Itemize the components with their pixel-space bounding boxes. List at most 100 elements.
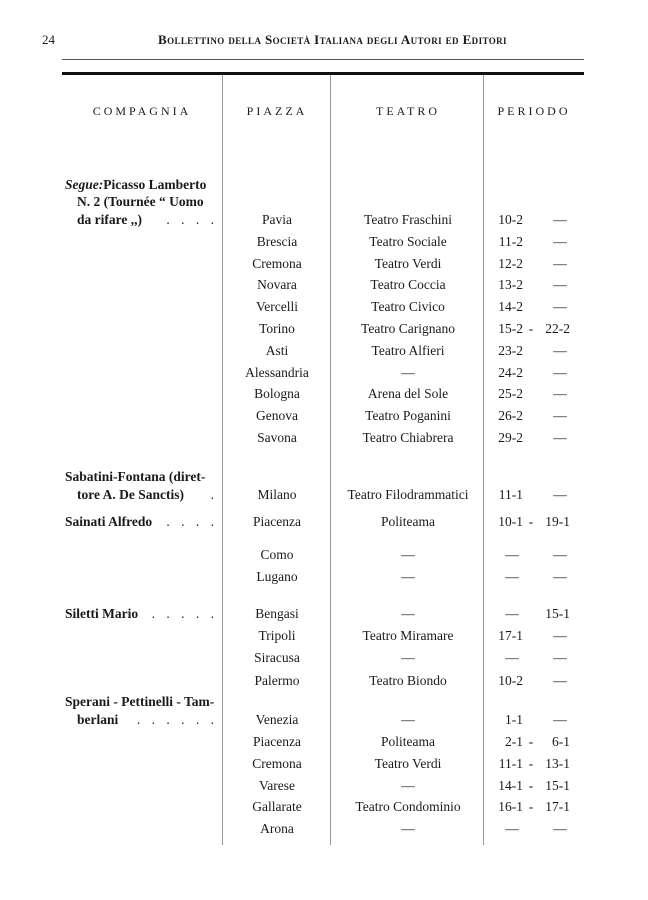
period-start: —	[505, 650, 519, 665]
teatro-cell: —	[401, 650, 415, 665]
period-start: 14-1	[498, 778, 523, 793]
period-start: 10-2	[498, 212, 523, 227]
teatro-cell: Teatro Verdi	[374, 256, 442, 271]
teatro-cell: —	[401, 821, 415, 836]
piazza-cell: Piacenza	[253, 514, 301, 529]
piazza-cell: Siracusa	[254, 650, 300, 665]
teatro-cell: Teatro Verdi	[374, 756, 442, 771]
dot-leader: .	[210, 487, 218, 502]
teatro-cell: Teatro Sociale	[369, 234, 447, 249]
piazza-cell: Venezia	[255, 712, 299, 727]
piazza-cell: Torino	[259, 321, 295, 336]
period-end: —	[553, 386, 567, 401]
period-start: 12-2	[498, 256, 523, 271]
teatro-cell: —	[401, 569, 415, 584]
piazza-cell: Tripoli	[258, 628, 296, 643]
period-end: —	[553, 821, 567, 836]
piazza-cell: Piacenza	[253, 734, 301, 749]
company-name-line: tore A. De Sanctis).	[77, 487, 218, 503]
company-prefix: Segue:	[65, 177, 104, 192]
period-end: 6-1	[552, 734, 570, 749]
period-start: 11-1	[498, 487, 523, 502]
column-header-compagnia: COMPAGNIA	[92, 104, 192, 118]
period-start: 10-1	[498, 514, 523, 529]
dot-leader	[205, 469, 218, 485]
period-start: 25-2	[498, 386, 523, 401]
piazza-cell: Bengasi	[255, 606, 299, 621]
period-start: 17-1	[498, 628, 523, 643]
column-divider	[222, 75, 223, 845]
column-header-teatro: TEATRO	[376, 104, 440, 118]
period-end: 17-1	[545, 799, 570, 814]
dot-leader: . . . . . .	[136, 712, 218, 727]
period-separator: -	[528, 514, 534, 529]
teatro-cell: Teatro Alfieri	[371, 343, 445, 358]
period-end: —	[553, 547, 567, 562]
column-header-piazza: PIAZZA	[246, 104, 308, 118]
teatro-cell: Teatro Civico	[371, 299, 445, 314]
piazza-cell: Gallarate	[252, 799, 302, 814]
column-header-periodo: PERIODO	[497, 104, 571, 118]
column-divider	[483, 75, 484, 845]
company-text: Picasso Lamberto	[103, 177, 207, 192]
period-end: —	[553, 487, 567, 502]
dot-leader: . . . . .	[151, 606, 218, 621]
company-name-line: Sabatini-Fontana (diret-	[65, 469, 218, 485]
teatro-cell: —	[401, 547, 415, 562]
period-end: —	[553, 712, 567, 727]
header-rule	[62, 59, 584, 60]
period-start: —	[505, 821, 519, 836]
company-name-line: Siletti Mario . . . . .	[65, 606, 218, 622]
period-separator: -	[528, 734, 534, 749]
piazza-cell: Varese	[259, 778, 295, 793]
period-end: —	[553, 343, 567, 358]
period-end: —	[553, 277, 567, 292]
period-end: —	[553, 569, 567, 584]
company-name-line: berlani . . . . . .	[77, 712, 218, 728]
period-start: 24-2	[498, 365, 523, 380]
period-separator: -	[528, 799, 534, 814]
piazza-cell: Alessandria	[245, 365, 309, 380]
running-title: Bollettino della Società Italiana degli …	[158, 32, 507, 47]
period-end: —	[553, 628, 567, 643]
piazza-cell: Novara	[257, 277, 297, 292]
period-end: 13-1	[545, 756, 570, 771]
period-start: —	[505, 547, 519, 562]
period-end: —	[553, 212, 567, 227]
period-start: 15-2	[498, 321, 523, 336]
page-number: 24	[42, 32, 55, 47]
period-separator: -	[528, 756, 534, 771]
period-start: 23-2	[498, 343, 523, 358]
dot-leader: . . . .	[166, 212, 218, 227]
piazza-cell: Milano	[257, 487, 297, 502]
piazza-cell: Palermo	[254, 673, 300, 688]
piazza-cell: Como	[260, 547, 294, 562]
teatro-cell: Politeama	[381, 734, 435, 749]
piazza-cell: Lugano	[256, 569, 298, 584]
column-divider	[330, 75, 331, 845]
period-start: 2-1	[505, 734, 523, 749]
period-start: —	[505, 569, 519, 584]
teatro-cell: Teatro Poganini	[365, 408, 451, 423]
period-end: 15-1	[545, 778, 570, 793]
period-separator: -	[528, 321, 534, 336]
piazza-cell: Cremona	[252, 256, 302, 271]
period-start: 1-1	[505, 712, 523, 727]
company-text: tore A. De Sanctis)	[77, 487, 184, 502]
period-start: 16-1	[498, 799, 523, 814]
company-text: Sabatini-Fontana (diret-	[65, 469, 206, 484]
period-end: 19-1	[545, 514, 570, 529]
teatro-cell: —	[401, 365, 415, 380]
company-name-line: Sainati Alfredo . . . .	[65, 514, 218, 530]
company-text: da rifare ,,)	[77, 212, 142, 227]
teatro-cell: Teatro Carignano	[361, 321, 455, 336]
period-start: 10-2	[498, 673, 523, 688]
period-end: —	[553, 299, 567, 314]
dot-leader: . . . .	[166, 514, 218, 529]
company-text: N. 2 (Tournée “ Uomo	[77, 194, 204, 209]
teatro-cell: —	[401, 778, 415, 793]
company-text: Siletti Mario	[65, 606, 139, 621]
teatro-cell: Teatro Filodrammatici	[347, 487, 469, 502]
company-name-line: Sperani - Pettinelli - Tam-	[65, 694, 218, 710]
period-end: —	[553, 234, 567, 249]
